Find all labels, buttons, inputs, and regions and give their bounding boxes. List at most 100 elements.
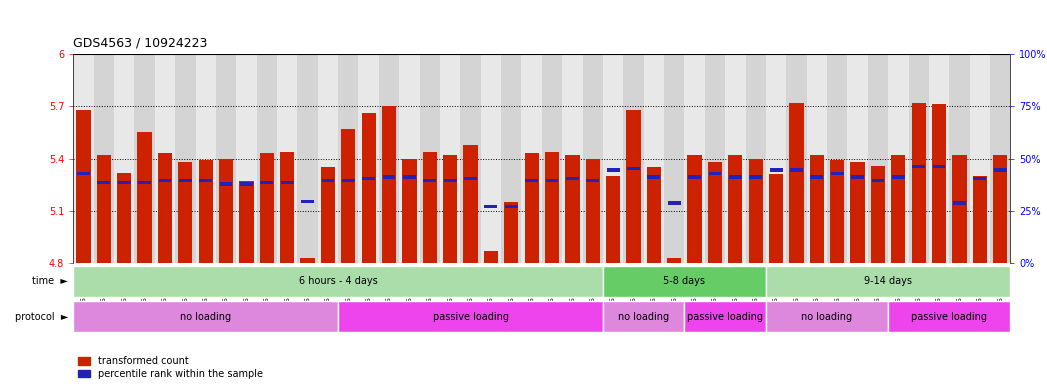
Bar — [627, 167, 640, 170]
Bar — [603, 54, 623, 263]
Bar — [216, 54, 237, 263]
Bar — [158, 153, 172, 263]
Bar — [382, 175, 396, 179]
Bar — [586, 179, 599, 182]
Bar — [175, 54, 196, 263]
Text: no loading: no loading — [618, 312, 669, 322]
Bar — [770, 168, 782, 172]
Bar — [481, 54, 502, 263]
Bar — [297, 54, 317, 263]
Bar — [667, 258, 682, 263]
Bar — [562, 54, 582, 263]
Bar — [73, 54, 93, 263]
Bar — [444, 179, 456, 182]
Bar — [338, 301, 603, 332]
Bar — [97, 180, 110, 184]
Bar — [440, 54, 461, 263]
Bar — [382, 106, 396, 263]
Bar — [300, 258, 315, 263]
Text: passive loading: passive loading — [911, 312, 987, 322]
Bar — [708, 162, 722, 263]
Bar — [461, 54, 481, 263]
Bar — [647, 167, 661, 263]
Bar — [179, 179, 192, 182]
Bar — [750, 175, 762, 179]
Bar — [566, 177, 579, 180]
Legend: transformed count, percentile rank within the sample: transformed count, percentile rank withi… — [79, 356, 263, 379]
Bar — [745, 54, 766, 263]
Bar — [789, 103, 804, 263]
Bar — [809, 155, 824, 263]
Bar — [891, 155, 906, 263]
Bar — [623, 54, 644, 263]
Text: protocol  ►: protocol ► — [15, 312, 68, 322]
Bar — [626, 110, 641, 263]
Bar — [766, 54, 786, 263]
Bar — [850, 162, 865, 263]
Bar — [871, 179, 885, 182]
Bar — [603, 301, 685, 332]
Bar — [93, 54, 114, 263]
Bar — [606, 168, 620, 172]
Bar — [565, 155, 579, 263]
Bar — [362, 177, 375, 180]
Bar — [868, 54, 888, 263]
Bar — [178, 162, 193, 263]
Bar — [338, 54, 358, 263]
Bar — [912, 165, 926, 168]
Bar — [685, 301, 766, 332]
Bar — [892, 175, 905, 179]
Bar — [994, 168, 1006, 172]
Bar — [606, 176, 620, 263]
Bar — [399, 54, 420, 263]
Bar — [118, 180, 131, 184]
Bar — [953, 202, 965, 205]
Bar — [830, 172, 844, 175]
Bar — [485, 205, 497, 208]
Bar — [443, 155, 458, 263]
Bar — [423, 179, 437, 182]
Bar — [644, 54, 664, 263]
Bar — [73, 266, 603, 297]
Bar — [974, 177, 986, 180]
Bar — [464, 145, 477, 263]
Bar — [526, 179, 538, 182]
Bar — [402, 159, 417, 263]
Bar — [709, 172, 721, 175]
Bar — [749, 159, 763, 263]
Bar — [542, 54, 562, 263]
Text: GDS4563 / 10924223: GDS4563 / 10924223 — [73, 37, 207, 50]
Bar — [582, 54, 603, 263]
Bar — [277, 54, 297, 263]
Bar — [973, 176, 987, 263]
Bar — [464, 177, 477, 180]
Bar — [220, 182, 232, 185]
Text: 9-14 days: 9-14 days — [864, 276, 912, 286]
Bar — [484, 251, 498, 263]
Bar — [96, 155, 111, 263]
Bar — [688, 155, 701, 263]
Bar — [196, 54, 216, 263]
Text: passive loading: passive loading — [432, 312, 509, 322]
Bar — [155, 54, 175, 263]
Bar — [137, 132, 152, 263]
Bar — [240, 182, 253, 185]
Text: no loading: no loading — [180, 312, 231, 322]
Bar — [990, 54, 1010, 263]
Bar — [138, 180, 151, 184]
Bar — [403, 175, 416, 179]
Bar — [317, 54, 338, 263]
Bar — [261, 180, 273, 184]
Bar — [237, 54, 257, 263]
Bar — [603, 266, 766, 297]
Bar — [668, 202, 681, 205]
Bar — [76, 110, 91, 263]
Bar — [810, 175, 823, 179]
Bar — [77, 172, 90, 175]
Bar — [545, 179, 558, 182]
Bar — [766, 301, 888, 332]
Bar — [114, 54, 134, 263]
Bar — [950, 54, 970, 263]
Bar — [199, 161, 213, 263]
Bar — [766, 266, 1010, 297]
